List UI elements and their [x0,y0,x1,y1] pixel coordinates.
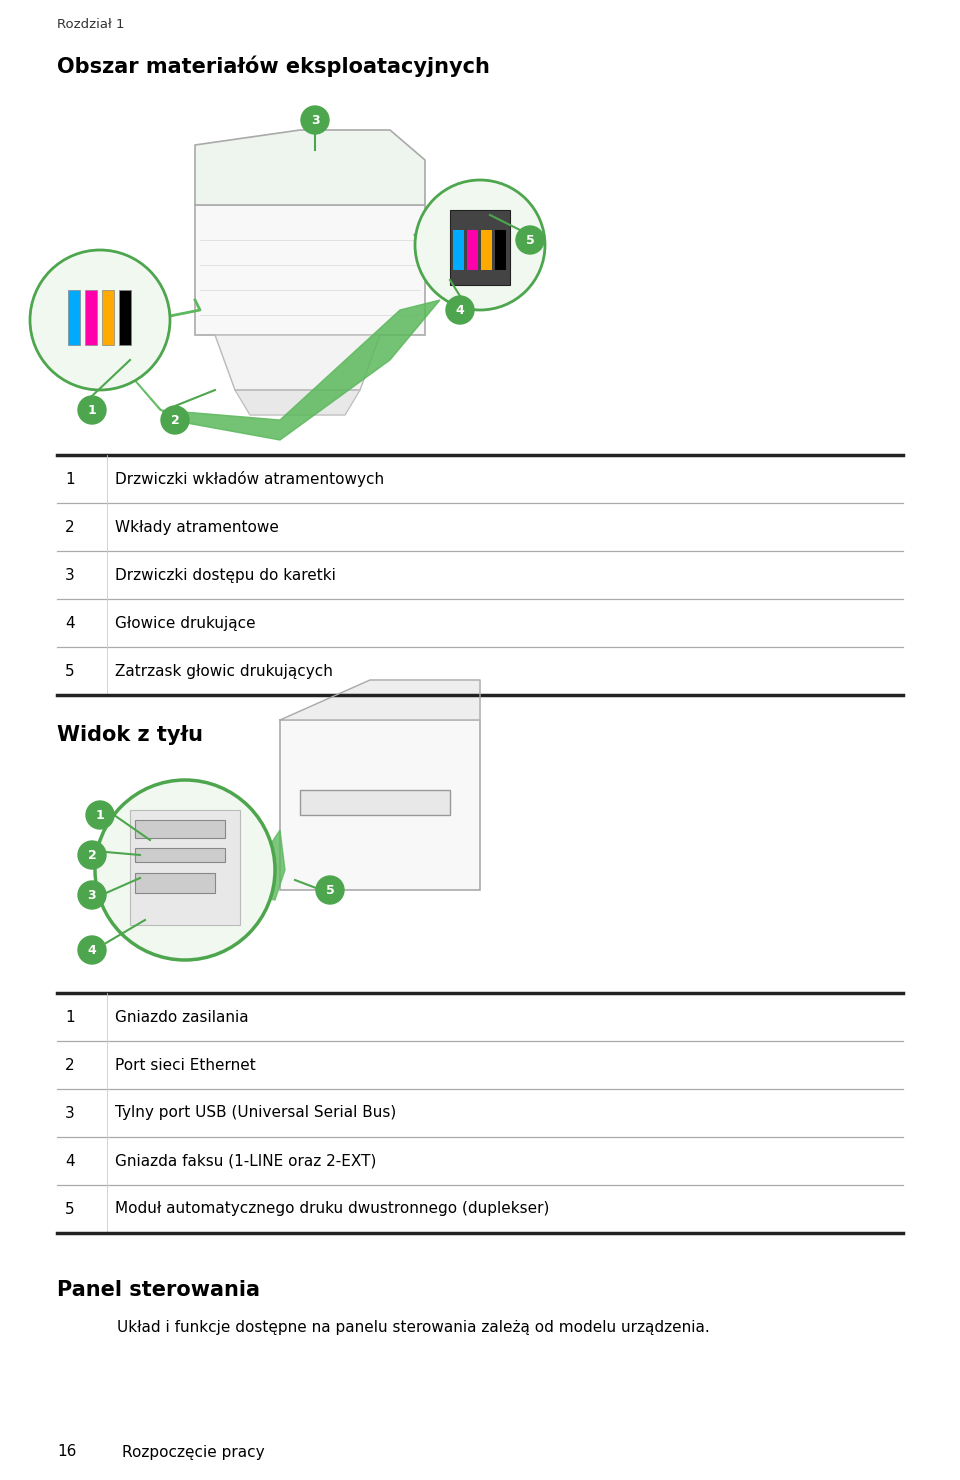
Text: 5: 5 [325,884,334,897]
Circle shape [78,397,106,423]
Text: Gniazda faksu (1-LINE oraz 2-EXT): Gniazda faksu (1-LINE oraz 2-EXT) [115,1153,376,1169]
FancyBboxPatch shape [119,290,131,345]
Circle shape [316,876,344,904]
Circle shape [516,226,544,255]
Text: Wkłady atramentowe: Wkłady atramentowe [115,519,278,534]
Text: 3: 3 [65,567,75,583]
Text: 3: 3 [87,888,96,901]
FancyBboxPatch shape [85,290,97,345]
Text: Zatrzask głowic drukujących: Zatrzask głowic drukujących [115,663,333,678]
Text: Drzwiczki wkładów atramentowych: Drzwiczki wkładów atramentowych [115,471,384,487]
Text: 4: 4 [65,616,75,630]
Text: Panel sterowania: Panel sterowania [57,1280,260,1299]
Text: 4: 4 [456,303,465,317]
Text: Port sieci Ethernet: Port sieci Ethernet [115,1058,255,1073]
Circle shape [446,296,474,324]
Text: Gniazdo zasilania: Gniazdo zasilania [115,1009,249,1024]
Text: Rozdział 1: Rozdział 1 [57,18,125,31]
Text: 2: 2 [171,413,180,426]
Polygon shape [100,300,440,440]
Text: Obszar materiałów eksploatacyjnych: Obszar materiałów eksploatacyjnych [57,55,490,77]
Text: 5: 5 [65,1202,75,1217]
Text: 3: 3 [65,1106,75,1120]
Text: 4: 4 [87,944,96,956]
FancyBboxPatch shape [68,290,80,345]
Text: 16: 16 [57,1444,77,1459]
FancyBboxPatch shape [450,210,510,286]
FancyBboxPatch shape [102,290,114,345]
FancyBboxPatch shape [453,229,464,269]
Text: Tylny port USB (Universal Serial Bus): Tylny port USB (Universal Serial Bus) [115,1106,396,1120]
Circle shape [86,801,114,829]
Text: 5: 5 [65,663,75,678]
Text: Głowice drukujące: Głowice drukujące [115,616,255,630]
Polygon shape [195,130,425,206]
Text: 3: 3 [311,114,320,126]
FancyBboxPatch shape [280,719,480,889]
Text: Rozpoczęcie pracy: Rozpoczęcie pracy [122,1444,265,1459]
Polygon shape [280,679,480,719]
Text: Widok z tyłu: Widok z tyłu [57,725,203,744]
Text: 4: 4 [65,1153,75,1169]
Text: 1: 1 [96,808,105,821]
FancyBboxPatch shape [135,820,225,838]
Text: 1: 1 [65,1009,75,1024]
Circle shape [161,406,189,434]
FancyBboxPatch shape [195,206,425,334]
Circle shape [301,107,329,135]
FancyBboxPatch shape [481,229,492,269]
Circle shape [78,881,106,909]
Circle shape [30,250,170,391]
FancyBboxPatch shape [135,873,215,892]
Circle shape [78,841,106,869]
Text: 1: 1 [65,472,75,487]
FancyBboxPatch shape [135,848,225,861]
Polygon shape [235,391,360,414]
Text: Drzwiczki dostępu do karetki: Drzwiczki dostępu do karetki [115,567,336,583]
Text: 5: 5 [526,234,535,247]
Text: Moduł automatycznego druku dwustronnego (duplekser): Moduł automatycznego druku dwustronnego … [115,1202,549,1217]
Circle shape [95,780,275,961]
Circle shape [415,181,545,309]
Polygon shape [215,334,380,391]
Text: 2: 2 [65,1058,75,1073]
FancyBboxPatch shape [495,229,506,269]
FancyBboxPatch shape [467,229,478,269]
Text: Układ i funkcje dostępne na panelu sterowania zależą od modelu urządzenia.: Układ i funkcje dostępne na panelu stero… [117,1320,709,1335]
Text: 2: 2 [87,848,96,861]
Circle shape [78,935,106,963]
Text: 2: 2 [65,519,75,534]
FancyBboxPatch shape [130,810,240,925]
Polygon shape [190,830,285,900]
FancyBboxPatch shape [300,790,450,815]
Text: 1: 1 [87,404,96,416]
